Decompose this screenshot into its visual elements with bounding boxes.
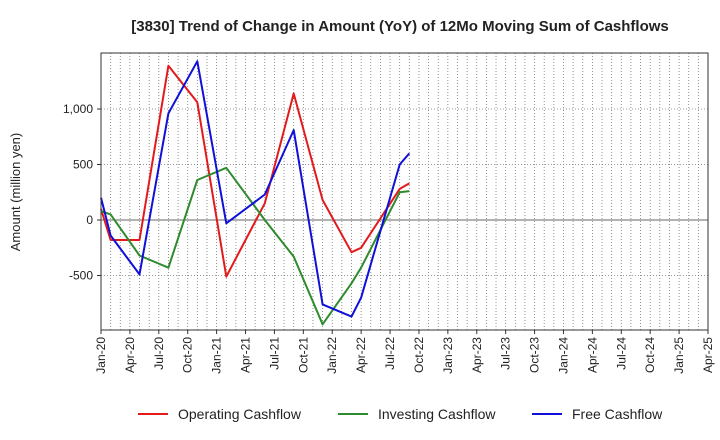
y-tick-label: -500 bbox=[69, 269, 93, 283]
y-tick-label: 1,000 bbox=[63, 102, 93, 116]
plot-frame bbox=[100, 52, 709, 331]
x-tick-label: Jul-23 bbox=[499, 337, 513, 370]
legend-label: Investing Cashflow bbox=[378, 406, 496, 422]
x-tick-label: Oct-20 bbox=[181, 337, 195, 373]
x-tick-label: Oct-23 bbox=[528, 337, 542, 373]
x-tick-label: Apr-23 bbox=[470, 337, 484, 373]
x-tick-label: Jan-21 bbox=[210, 337, 224, 374]
x-axis-ticks: Jan-20 Apr-20 Jul-20 Oct-20 Jan-21 Apr-21 Jul-… bbox=[94, 330, 715, 374]
series-line-operating-cashflow bbox=[100, 64, 410, 278]
x-tick-label: Jan-20 bbox=[94, 337, 108, 374]
x-tick-label: Oct-21 bbox=[296, 337, 310, 373]
x-tick-label: Jan-25 bbox=[672, 337, 686, 374]
series-line-investing-cashflow bbox=[100, 166, 410, 326]
legend-label: Free Cashflow bbox=[572, 406, 663, 422]
x-tick-label: Apr-20 bbox=[123, 337, 137, 373]
x-tick-label: Apr-24 bbox=[585, 337, 599, 373]
series-line-free-cashflow bbox=[100, 60, 411, 318]
x-tick-label: Jul-22 bbox=[383, 337, 397, 370]
x-tick-label: Jan-24 bbox=[556, 337, 570, 374]
chart-title: [3830] Trend of Change in Amount (YoY) o… bbox=[131, 18, 669, 35]
y-tick-label: 0 bbox=[86, 213, 93, 227]
y-tick-label: 500 bbox=[73, 158, 93, 172]
x-tick-label: Apr-25 bbox=[701, 337, 715, 373]
series-lines bbox=[100, 60, 411, 326]
x-tick-label: Apr-21 bbox=[239, 337, 253, 373]
y-axis-label: Amount (million yen) bbox=[8, 133, 23, 252]
legend-label: Operating Cashflow bbox=[178, 406, 302, 422]
legend: Operating Cashflow Investing Cashflow Free… bbox=[138, 406, 663, 422]
x-tick-label: Apr-22 bbox=[354, 337, 368, 373]
y-axis-ticks: -500 0 500 1,000 bbox=[63, 102, 101, 283]
x-tick-label: Jan-22 bbox=[325, 337, 339, 374]
x-tick-label: Jul-24 bbox=[614, 337, 628, 370]
x-tick-label: Jul-21 bbox=[267, 337, 281, 370]
x-tick-label: Jan-23 bbox=[441, 337, 455, 374]
x-tick-label: Oct-24 bbox=[643, 337, 657, 373]
x-tick-label: Jul-20 bbox=[152, 337, 166, 370]
x-tick-label: Oct-22 bbox=[412, 337, 426, 373]
